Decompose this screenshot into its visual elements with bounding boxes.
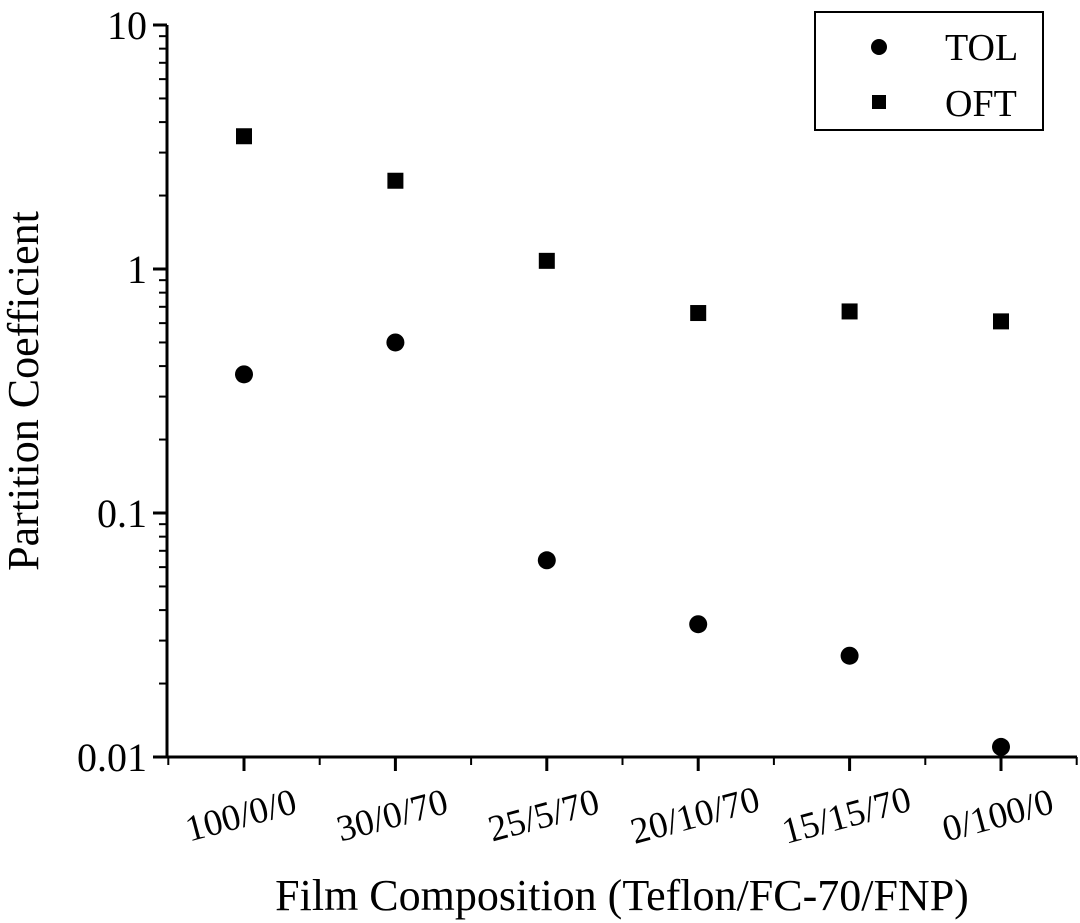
legend-marker-oft	[872, 95, 886, 109]
y-axis-title: Partition Coefficient	[0, 211, 48, 571]
y-tick-label: 10	[107, 3, 147, 48]
y-tick-labels: 0.01 0.1 1 10	[77, 3, 147, 780]
x-ticks	[167, 757, 1078, 771]
point-oft	[387, 172, 404, 189]
point-tol	[840, 646, 859, 665]
point-tol	[537, 551, 556, 570]
y-tick-label: 0.1	[97, 491, 147, 536]
legend: TOL OFT	[814, 11, 1044, 131]
point-oft	[690, 305, 707, 322]
legend-marker-tol	[871, 39, 887, 55]
y-ticks	[153, 23, 167, 759]
y-tick-label: 0.01	[77, 735, 147, 780]
point-tol	[992, 737, 1010, 756]
point-tol	[235, 365, 253, 384]
x-tick-label: 0/100/0	[938, 781, 1058, 850]
legend-label-tol: TOL	[945, 27, 1018, 69]
x-tick-label: 30/0/70	[333, 781, 453, 850]
point-tol	[386, 333, 405, 352]
x-tick-label: 20/10/70	[626, 779, 764, 853]
point-tol	[689, 615, 708, 634]
point-oft	[841, 303, 858, 320]
axes	[165, 25, 1077, 759]
point-oft	[538, 252, 555, 269]
legend-box	[814, 11, 1044, 131]
x-tick-label: 25/5/70	[484, 781, 604, 850]
point-oft	[993, 313, 1009, 330]
x-axis-title: Film Composition (Teflon/FC-70/FNP)	[275, 871, 969, 920]
x-tick-labels: 100/0/0 30/0/70 25/5/70 20/10/70 15/15/70 0/1…	[181, 779, 1058, 853]
y-tick-label: 1	[127, 247, 147, 292]
point-oft	[236, 128, 252, 145]
legend-label-oft: OFT	[945, 83, 1017, 125]
data-points	[235, 128, 1010, 756]
x-tick-label: 15/15/70	[778, 779, 916, 853]
x-tick-label: 100/0/0	[181, 781, 301, 850]
